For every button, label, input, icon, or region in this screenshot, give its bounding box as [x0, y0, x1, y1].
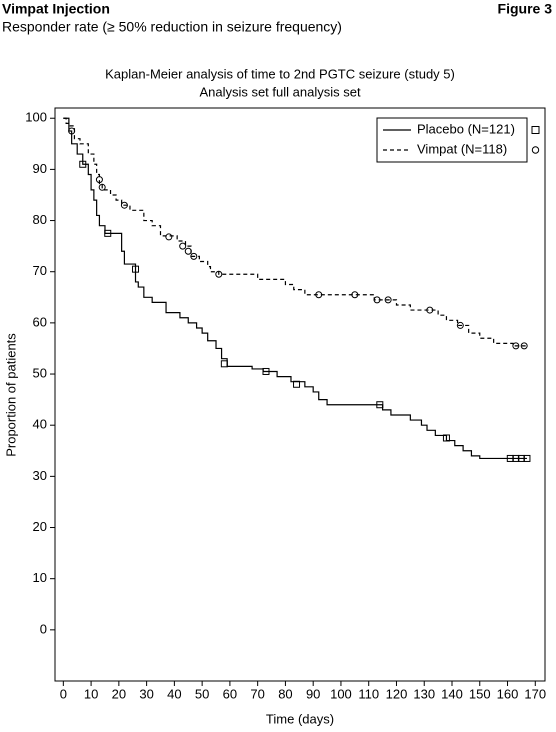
legend-label: Vimpat (N=118) — [417, 141, 507, 156]
x-tick-label: 150 — [469, 686, 491, 701]
censor-mark — [262, 367, 270, 375]
censor-mark — [179, 242, 187, 250]
censor-mark — [384, 296, 392, 304]
censor-mark — [293, 380, 301, 388]
y-tick-label: 30 — [33, 468, 47, 483]
km-curve — [63, 117, 527, 460]
plot-frame — [54, 107, 546, 682]
x-tick-label: 100 — [330, 686, 352, 701]
figure-label: Figure 3 — [498, 1, 553, 17]
y-tick-label: 70 — [33, 263, 47, 278]
x-axis-label: Time (days) — [266, 711, 334, 726]
censor-mark — [442, 434, 450, 442]
x-tick-label: 110 — [358, 686, 379, 701]
x-tick-label: 90 — [306, 686, 320, 701]
y-tick-label: 100 — [25, 110, 47, 125]
x-tick-label: 40 — [167, 686, 181, 701]
censor-mark — [68, 127, 76, 135]
censor-mark — [95, 176, 103, 184]
censor-mark — [373, 296, 381, 304]
x-tick-label: 80 — [278, 686, 292, 701]
x-tick-label: 130 — [413, 686, 435, 701]
y-tick-label: 80 — [33, 212, 47, 227]
header-title: Vimpat Injection — [2, 1, 110, 17]
x-tick-label: 160 — [497, 686, 519, 701]
x-tick-label: 50 — [195, 686, 209, 701]
x-tick-label: 30 — [139, 686, 153, 701]
censor-mark — [512, 342, 520, 350]
legend-marker — [531, 126, 540, 134]
x-tick-label: 20 — [112, 686, 126, 701]
x-tick-label: 120 — [386, 686, 408, 701]
censor-mark — [184, 247, 192, 255]
censor-mark — [426, 306, 434, 314]
chart-subtitle: Analysis set full analysis set — [199, 84, 361, 99]
censor-mark — [215, 270, 223, 278]
y-tick-label: 40 — [33, 417, 47, 432]
x-tick-label: 70 — [250, 686, 264, 701]
censor-mark — [132, 265, 140, 273]
y-tick-label: 90 — [33, 161, 47, 176]
legend-box — [376, 117, 528, 163]
censor-mark — [120, 201, 128, 209]
x-tick-label: 0 — [60, 686, 67, 701]
censor-mark — [315, 291, 323, 299]
x-tick-label: 10 — [84, 686, 98, 701]
censor-mark — [165, 233, 173, 241]
y-tick-label: 20 — [33, 519, 47, 534]
censor-mark — [520, 342, 528, 350]
chart-title: Kaplan-Meier analysis of time to 2nd PGT… — [105, 66, 455, 81]
censor-mark — [79, 160, 87, 168]
header-subtitle: Responder rate (≥ 50% reduction in seizu… — [2, 19, 342, 35]
x-tick-label: 60 — [223, 686, 237, 701]
censor-mark — [98, 183, 106, 191]
y-tick-label: 60 — [33, 314, 47, 329]
censor-mark — [104, 229, 112, 237]
censor-mark — [456, 321, 464, 329]
censor-mark — [376, 401, 384, 409]
y-axis-label: Proportion of patients — [3, 333, 18, 457]
censor-mark — [351, 291, 359, 299]
censor-mark — [523, 454, 531, 462]
y-tick-label: 0 — [40, 621, 47, 636]
legend-marker — [531, 146, 540, 154]
x-tick-label: 140 — [441, 686, 463, 701]
censor-mark — [190, 252, 198, 260]
x-tick-label: 170 — [524, 686, 546, 701]
censor-mark — [220, 360, 228, 368]
y-tick-label: 50 — [33, 365, 47, 380]
y-tick-label: 10 — [33, 570, 47, 585]
legend-label: Placebo (N=121) — [417, 121, 515, 136]
